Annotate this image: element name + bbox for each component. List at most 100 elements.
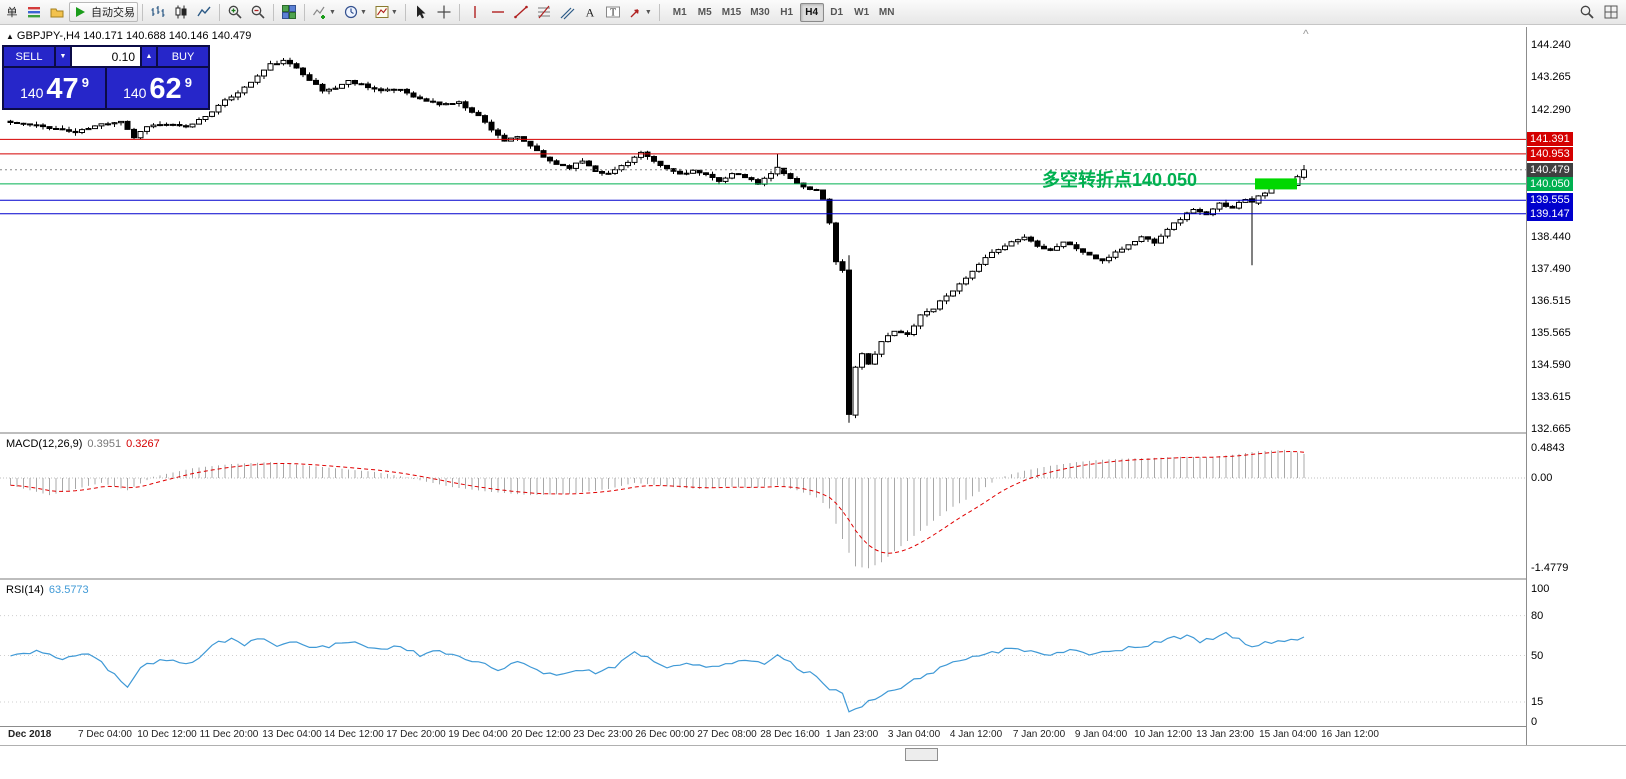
pane-separator[interactable] [0, 432, 1626, 434]
time-label: 13 Dec 04:00 [262, 729, 322, 740]
time-label: 28 Dec 16:00 [760, 729, 820, 740]
arrows-button[interactable]: ▼ [625, 2, 655, 22]
sell-price-big: 47 [46, 73, 79, 105]
timeframe-m5[interactable]: M5 [697, 6, 712, 18]
crosshair-button[interactable] [433, 2, 455, 22]
rsi-line [10, 631, 1305, 713]
volume-input[interactable]: 0.10 [72, 47, 140, 66]
chart-shift-marker[interactable]: ^ [1303, 27, 1309, 41]
time-label: 13 Jan 23:00 [1196, 729, 1254, 740]
template-icon [375, 6, 389, 18]
line-chart-icon [197, 6, 211, 17]
toolbar-separator [458, 3, 460, 21]
rsi-value: 63.5773 [48, 584, 89, 596]
channels-button[interactable] [556, 2, 578, 22]
zoom-out-icon [251, 5, 265, 19]
templates-button[interactable]: ▼ [371, 2, 401, 22]
price-tick: 135.565 [1531, 326, 1571, 339]
timeframe-w1[interactable]: W1 [854, 6, 870, 18]
level-price-label: 141.391 [1527, 132, 1573, 147]
rsi-tick: 0 [1531, 716, 1538, 728]
level-price-label: 139.555 [1527, 193, 1573, 208]
price-axis[interactable]: 144.240 143.265 142.290 138.440 137.490 136.5… [1526, 27, 1626, 745]
price-tick: 142.290 [1531, 103, 1571, 116]
timeframe-mn[interactable]: MN [878, 6, 895, 18]
trendline-button[interactable] [510, 2, 532, 22]
time-label: 3 Jan 04:00 [887, 729, 941, 740]
autotrading-label: 自动交易 [91, 7, 135, 19]
pane-separator[interactable] [0, 578, 1626, 580]
toolbar-separator [404, 3, 406, 21]
vertical-line-icon [474, 6, 476, 18]
buy-price-button[interactable]: 140 62 9 [107, 68, 208, 108]
timeframe-h4[interactable]: H4 [799, 2, 824, 22]
channels-icon [560, 7, 575, 20]
candlestick-chart-button[interactable] [170, 2, 192, 22]
price-tick: 143.265 [1531, 71, 1571, 84]
tile-windows-icon [282, 5, 296, 19]
buy-price-sup: 9 [184, 75, 192, 90]
rsi-tick: 100 [1531, 583, 1550, 595]
time-label: 10 Dec 12:00 [137, 729, 197, 740]
zoom-out-button[interactable] [247, 2, 269, 22]
one-click-trading-panel: SELL ▼ 0.10 ▲ BUY 140 47 9 140 62 9 [2, 45, 210, 110]
fibonacci-button[interactable] [533, 2, 555, 22]
horizontal-line-button[interactable] [487, 2, 509, 22]
zoom-in-button[interactable] [224, 2, 246, 22]
level-price-label: 140.050 [1527, 176, 1573, 191]
volume-decrease-button[interactable]: ▼ [56, 47, 70, 66]
macd-label: MACD(12,26,9) 0.3951 0.3267 [6, 438, 160, 450]
time-axis[interactable]: Dec 2018 7 Dec 04:00 10 Dec 12:00 11 Dec 20… [0, 727, 1626, 745]
timeframe-m1[interactable]: M1 [672, 6, 687, 18]
rsi-pane[interactable]: RSI(14) 63.5773 [0, 580, 1526, 726]
navigator-button[interactable] [46, 2, 68, 22]
text-label-button[interactable]: T [602, 2, 624, 22]
time-label: 7 Jan 20:00 [1012, 729, 1066, 740]
line-chart-button[interactable] [193, 2, 215, 22]
search-button[interactable] [1576, 2, 1598, 22]
rsi-tick: 80 [1531, 609, 1544, 622]
market-watch-button[interactable] [23, 2, 45, 22]
vertical-line-button[interactable] [464, 2, 486, 22]
time-label: 10 Jan 12:00 [1134, 729, 1192, 740]
buy-price-big: 62 [149, 73, 182, 105]
time-label: 7 Dec 04:00 [78, 729, 132, 740]
buy-button[interactable]: BUY [158, 47, 208, 66]
timeframe-group: M1 M5 M15 M30 H1 H4 D1 W1 MN [668, 2, 899, 22]
clock-icon [344, 5, 358, 19]
timeframe-m15[interactable]: M15 [721, 6, 742, 18]
timeframe-m30[interactable]: M30 [750, 6, 770, 18]
indicators-button[interactable]: ▼ [309, 2, 339, 22]
text-icon: A [585, 6, 594, 20]
h-scrollbar-thumb[interactable] [905, 748, 938, 761]
autotrading-button[interactable]: 自动交易 [69, 2, 138, 22]
toolbar-separator [219, 3, 220, 21]
volume-increase-button[interactable]: ▲ [142, 47, 156, 66]
sell-button[interactable]: SELL [4, 47, 54, 66]
macd-signal-value: 0.3267 [126, 438, 160, 450]
autotrading-icon [76, 7, 85, 17]
main-chart-pane[interactable]: ▲ GBPJPY-,H4 140.171 140.688 140.146 140.… [0, 27, 1526, 432]
periods-button[interactable]: ▼ [340, 2, 370, 22]
text-button[interactable]: A [579, 2, 601, 22]
cursor-button[interactable] [410, 2, 432, 22]
new-order-button[interactable]: 单 [6, 7, 18, 19]
sell-price-small: 140 [20, 85, 44, 101]
candlestick-chart-icon [175, 5, 187, 19]
macd-pane[interactable]: MACD(12,26,9) 0.3951 0.3267 [0, 434, 1526, 578]
time-label: 9 Jan 04:00 [1074, 729, 1128, 740]
chevron-down-icon: ▼ [644, 8, 652, 16]
timeframe-d1[interactable]: D1 [830, 6, 844, 18]
bar-chart-button[interactable] [147, 2, 169, 22]
horizontal-scrollbar[interactable] [0, 745, 1626, 779]
rsi-tick: 15 [1531, 696, 1544, 709]
time-label: 17 Dec 20:00 [386, 729, 446, 740]
layout-button[interactable] [1600, 2, 1622, 22]
tile-windows-button[interactable] [278, 2, 300, 22]
sell-price-button[interactable]: 140 47 9 [4, 68, 105, 108]
current-price-label: 140.479 [1527, 162, 1573, 177]
timeframe-h1[interactable]: H1 [780, 6, 794, 18]
horizontal-line-icon [491, 11, 504, 13]
time-label: 23 Dec 23:00 [573, 729, 633, 740]
price-tick: 137.490 [1531, 262, 1571, 275]
